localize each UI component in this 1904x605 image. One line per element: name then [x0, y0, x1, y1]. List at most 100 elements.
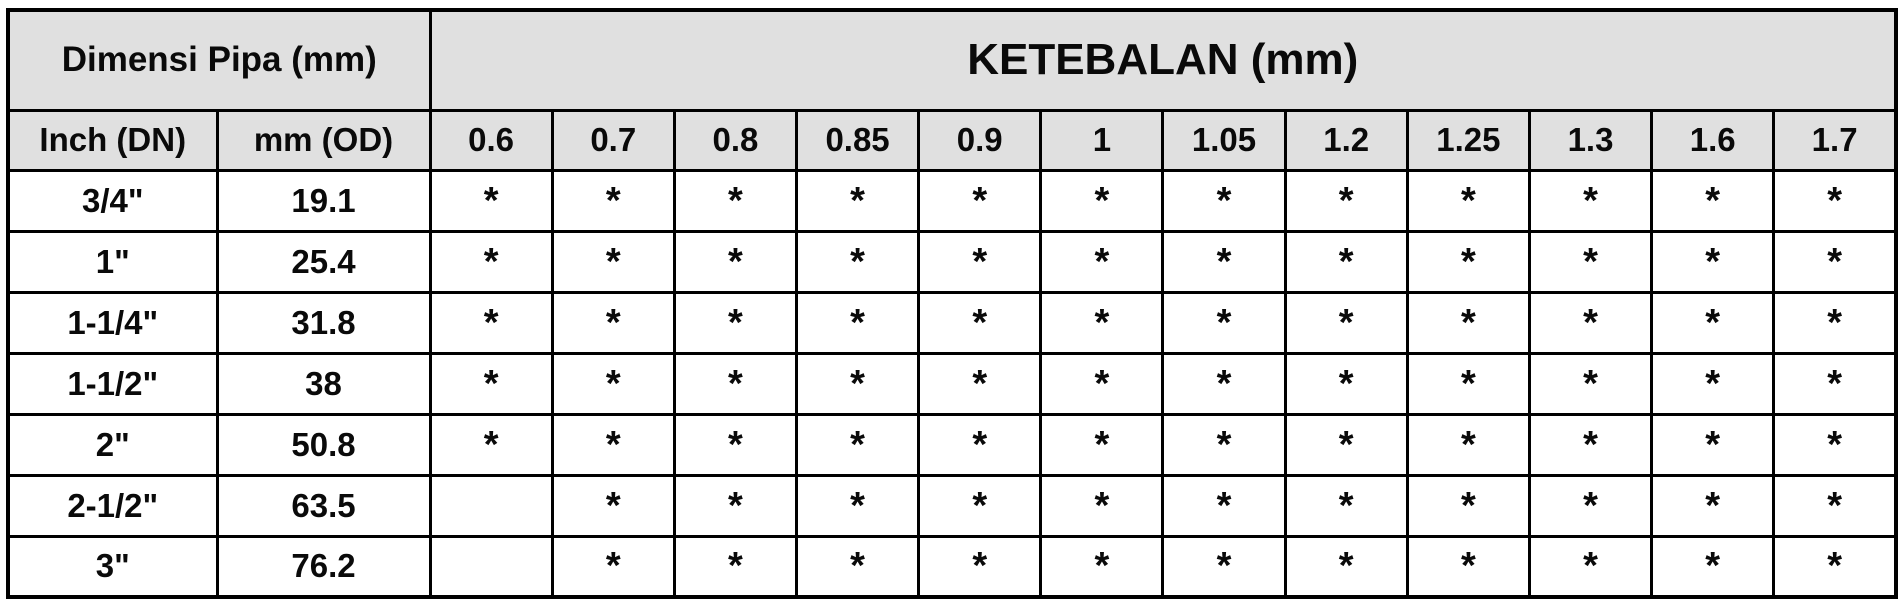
availability-cell-marked: * — [1405, 229, 1531, 294]
group-header-row: Dimensi Pipa (mm) KETEBALAN (mm) — [6, 8, 1898, 112]
availability-cell-marked: * — [1650, 168, 1776, 233]
availability-cell-marked: * — [917, 473, 1043, 538]
row-mm-od: 50.8 — [215, 412, 432, 477]
availability-cell-marked: * — [672, 229, 798, 294]
availability-cell-marked: * — [672, 290, 798, 355]
table-body: 3/4" 19.1 * * * * * * * * * * * * 1" 25.4 * * * * * * * * * * * * 1-… — [6, 168, 1898, 599]
row-inch-dn: 2-1/2" — [6, 473, 219, 538]
col-header-thickness: 1.3 — [1527, 108, 1654, 172]
availability-cell-marked: * — [1527, 168, 1654, 233]
availability-cell-marked: * — [672, 534, 798, 599]
availability-cell-marked: * — [550, 351, 676, 416]
availability-cell-marked: * — [794, 473, 921, 538]
availability-cell-marked: * — [428, 351, 554, 416]
availability-cell-marked: * — [794, 290, 921, 355]
row-inch-dn: 1-1/4" — [6, 290, 219, 355]
row-mm-od: 38 — [215, 351, 432, 416]
availability-cell-marked: * — [1405, 168, 1531, 233]
availability-cell-marked: * — [1650, 290, 1776, 355]
availability-cell-marked: * — [1527, 534, 1654, 599]
col-header-inch-dn: Inch (DN) — [6, 108, 219, 172]
availability-cell-marked: * — [1039, 473, 1165, 538]
availability-cell-marked: * — [1405, 290, 1531, 355]
availability-cell-marked: * — [428, 168, 554, 233]
dimensi-pipa-header: Dimensi Pipa (mm) — [6, 8, 432, 112]
col-header-thickness: 0.7 — [550, 108, 676, 172]
availability-cell-marked: * — [1283, 534, 1409, 599]
availability-cell-marked: * — [672, 351, 798, 416]
pipe-thickness-table: Dimensi Pipa (mm) KETEBALAN (mm) Inch (D… — [6, 8, 1898, 599]
availability-cell-marked: * — [1527, 290, 1654, 355]
col-header-thickness: 1.6 — [1650, 108, 1776, 172]
availability-cell-marked: * — [1772, 351, 1898, 416]
availability-cell-marked: * — [1283, 473, 1409, 538]
availability-cell-marked: * — [1772, 473, 1898, 538]
availability-cell-marked: * — [550, 473, 676, 538]
table-row: 2-1/2" 63.5 * * * * * * * * * * * — [6, 473, 1898, 538]
row-mm-od: 19.1 — [215, 168, 432, 233]
col-header-thickness: 1.7 — [1772, 108, 1898, 172]
row-mm-od: 76.2 — [215, 534, 432, 599]
availability-cell-marked: * — [550, 534, 676, 599]
availability-cell-marked: * — [1405, 473, 1531, 538]
availability-cell-marked: * — [1650, 351, 1776, 416]
col-header-thickness: 0.9 — [917, 108, 1043, 172]
availability-cell-marked: * — [917, 168, 1043, 233]
availability-cell-marked: * — [550, 229, 676, 294]
availability-cell-empty — [428, 473, 554, 538]
availability-cell-marked: * — [1772, 534, 1898, 599]
availability-cell-marked: * — [917, 412, 1043, 477]
availability-cell-marked: * — [1527, 473, 1654, 538]
table-row: 1-1/4" 31.8 * * * * * * * * * * * * — [6, 290, 1898, 355]
availability-cell-marked: * — [672, 473, 798, 538]
availability-cell-marked: * — [550, 290, 676, 355]
availability-cell-marked: * — [1039, 534, 1165, 599]
availability-cell-marked: * — [1039, 229, 1165, 294]
row-mm-od: 63.5 — [215, 473, 432, 538]
availability-cell-marked: * — [1772, 168, 1898, 233]
availability-cell-marked: * — [1283, 168, 1409, 233]
availability-cell-marked: * — [1527, 351, 1654, 416]
col-header-thickness: 1.05 — [1161, 108, 1287, 172]
availability-cell-empty — [428, 534, 554, 599]
availability-cell-marked: * — [1039, 351, 1165, 416]
availability-cell-marked: * — [1161, 229, 1287, 294]
availability-cell-marked: * — [794, 412, 921, 477]
availability-cell-marked: * — [672, 168, 798, 233]
availability-cell-marked: * — [917, 351, 1043, 416]
availability-cell-marked: * — [917, 534, 1043, 599]
col-header-mm-od: mm (OD) — [215, 108, 432, 172]
col-header-thickness: 1.25 — [1405, 108, 1531, 172]
availability-cell-marked: * — [1039, 168, 1165, 233]
availability-cell-marked: * — [794, 534, 921, 599]
availability-cell-marked: * — [794, 351, 921, 416]
col-header-thickness: 0.6 — [428, 108, 554, 172]
availability-cell-marked: * — [1405, 351, 1531, 416]
availability-cell-marked: * — [1039, 412, 1165, 477]
row-mm-od: 31.8 — [215, 290, 432, 355]
availability-cell-marked: * — [550, 168, 676, 233]
table-row: 2" 50.8 * * * * * * * * * * * * — [6, 412, 1898, 477]
availability-cell-marked: * — [1283, 229, 1409, 294]
availability-cell-marked: * — [1650, 412, 1776, 477]
availability-cell-marked: * — [1161, 290, 1287, 355]
availability-cell-marked: * — [1650, 534, 1776, 599]
row-inch-dn: 3" — [6, 534, 219, 599]
col-header-thickness: 0.85 — [794, 108, 921, 172]
availability-cell-marked: * — [1527, 229, 1654, 294]
column-header-row: Inch (DN) mm (OD) 0.6 0.7 0.8 0.85 0.9 1 1.05 1… — [6, 108, 1898, 172]
availability-cell-marked: * — [1161, 534, 1287, 599]
availability-cell-marked: * — [550, 412, 676, 477]
row-mm-od: 25.4 — [215, 229, 432, 294]
availability-cell-marked: * — [428, 290, 554, 355]
availability-cell-marked: * — [1161, 351, 1287, 416]
availability-cell-marked: * — [1283, 290, 1409, 355]
table-row: 1" 25.4 * * * * * * * * * * * * — [6, 229, 1898, 294]
table-row: 3" 76.2 * * * * * * * * * * * — [6, 534, 1898, 599]
availability-cell-marked: * — [1650, 473, 1776, 538]
availability-cell-marked: * — [1161, 412, 1287, 477]
row-inch-dn: 1-1/2" — [6, 351, 219, 416]
col-header-thickness: 1 — [1039, 108, 1165, 172]
availability-cell-marked: * — [794, 229, 921, 294]
